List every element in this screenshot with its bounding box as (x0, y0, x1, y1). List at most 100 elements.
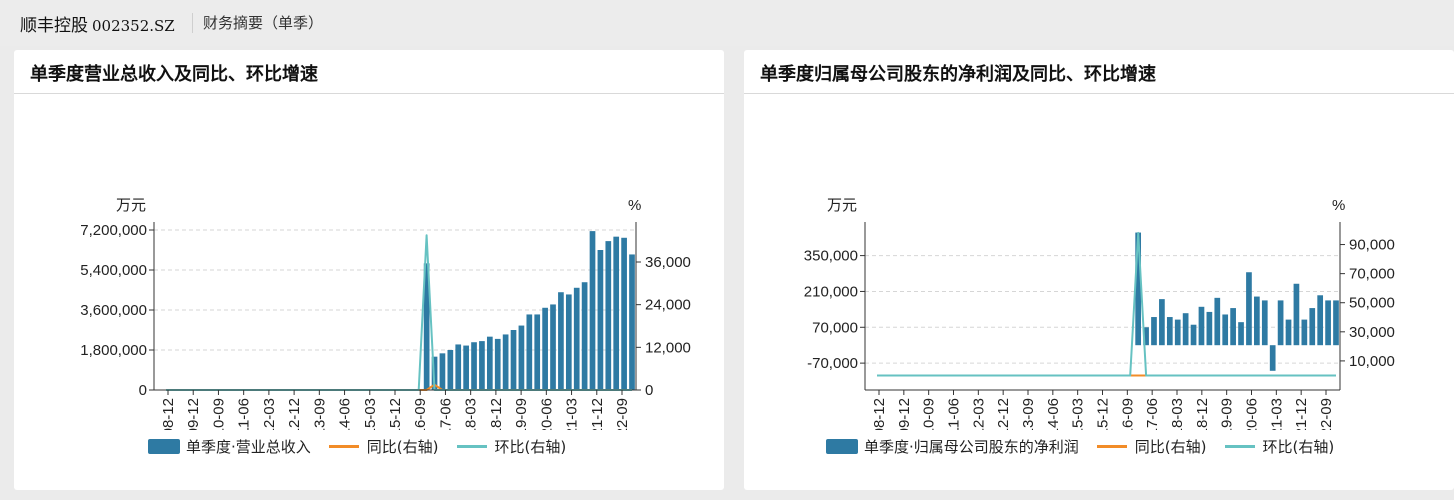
bar (1317, 295, 1324, 346)
x-tick-label: 2015-03 (362, 398, 379, 430)
x-tick-label: 2009-12 (185, 398, 202, 430)
x-tick-label: 2018-03 (1169, 398, 1186, 430)
bar (613, 236, 620, 390)
bar (1198, 306, 1205, 346)
qoq-line (877, 231, 1336, 377)
x-tick-label: 2017-06 (437, 398, 454, 430)
x-tick-label: 2013-09 (1020, 398, 1037, 430)
y-left-tick-label: 350,000 (804, 248, 858, 265)
bar (494, 338, 501, 390)
y-left-tick-label: -70,000 (807, 355, 858, 372)
bar (565, 294, 572, 390)
y-left-tick-label: 5,400,000 (80, 262, 147, 279)
bar (550, 304, 556, 390)
x-tick-label: 2020-06 (1244, 398, 1261, 430)
x-tick-label: 2011-06 (946, 398, 963, 430)
legend-swatch-bar (826, 438, 858, 454)
profit-chart: -70,000 70,000 210,000 350,000 10,000 30,000 5… (804, 197, 1395, 430)
y-right-tick-label: 24,000 (645, 297, 691, 314)
profit-legend: 单季度·归属母公司股东的净利润 同比(右轴) 环比(右轴) (826, 434, 1352, 458)
y-right-tick-label: 10,000 (1349, 353, 1395, 370)
bar (1285, 319, 1292, 346)
legend-item-yoy[interactable]: 同比(右轴) (328, 436, 439, 457)
y-left-tick-label: 7,200,000 (80, 222, 147, 239)
bar (589, 231, 596, 390)
bar (1254, 296, 1260, 346)
bar (1190, 324, 1197, 346)
bar (510, 330, 517, 390)
x-tick-label: 2010-09 (210, 398, 227, 430)
legend-item-yoy[interactable]: 同比(右轴) (1096, 436, 1207, 457)
x-tick-label: 2022-09 (1318, 398, 1335, 430)
bar (526, 314, 533, 390)
x-tick-label: 2012-12 (286, 398, 303, 430)
bar (1159, 299, 1165, 346)
legend-item-qoq[interactable]: 环比(右轴) (1224, 436, 1335, 457)
bar (1182, 313, 1189, 346)
legend-swatch-qoq (1224, 444, 1255, 448)
bar (1277, 300, 1284, 346)
x-tick-label: 2018-12 (1194, 398, 1211, 430)
x-tick-label: 2013-09 (311, 398, 328, 430)
bar (447, 350, 454, 390)
x-tick-label: 2015-12 (1095, 398, 1112, 430)
y-right-tick-label: 30,000 (1349, 324, 1395, 341)
x-tick-label: 2009-12 (896, 398, 913, 430)
x-tick-label: 2019-09 (1219, 398, 1236, 430)
panel-divider (744, 93, 1454, 94)
legend-item-qoq[interactable]: 环比(右轴) (456, 436, 567, 457)
x-tick-label: 2011-06 (236, 398, 253, 430)
bar (1206, 311, 1213, 346)
bar (542, 307, 548, 390)
x-tick-label: 2018-12 (488, 398, 505, 430)
y-right-tick-label: 0 (645, 382, 653, 399)
bar (463, 345, 469, 390)
legend-swatch-qoq (456, 444, 487, 448)
bar (486, 336, 493, 390)
legend-label: 单季度·归属母公司股东的净利润 (864, 437, 1079, 456)
revenue-chart: 0 1,800,000 3,600,000 5,400,000 7,200,000 0 12… (80, 197, 691, 430)
y-right-tick-label: 36,000 (645, 254, 691, 271)
x-tick-label: 2021-03 (1268, 398, 1285, 430)
legend-label: 环比(右轴) (494, 437, 567, 456)
bar (605, 241, 612, 390)
x-tick-label: 2008-12 (871, 398, 888, 430)
x-tick-label: 2020-06 (538, 398, 555, 430)
x-tick-label: 2015-12 (387, 398, 404, 430)
x-tick-label: 2012-12 (995, 398, 1012, 430)
bar (1269, 345, 1276, 371)
y-left-tick-label: 70,000 (812, 319, 858, 336)
bar (1301, 319, 1308, 346)
panel-divider (14, 93, 724, 94)
bar (1222, 314, 1229, 346)
y-right-tick-label: 70,000 (1349, 266, 1395, 283)
bar (423, 263, 430, 390)
x-tick-label: 2021-12 (1293, 398, 1310, 430)
legend-item-net-profit[interactable]: 单季度·归属母公司股东的净利润 (826, 436, 1079, 457)
bar (439, 353, 446, 390)
bar (1151, 317, 1157, 346)
x-tick-label: 2022-09 (614, 398, 631, 430)
x-tick-label: 2018-03 (463, 398, 480, 430)
y-right-tick-label: 90,000 (1349, 237, 1395, 254)
x-tick-label: 2014-06 (337, 398, 354, 430)
bar (1261, 300, 1268, 346)
bar (1166, 317, 1173, 346)
bar (573, 287, 580, 390)
bar (597, 250, 604, 390)
y-left-tick-label: 0 (139, 382, 147, 399)
profit-panel: 单季度归属母公司股东的净利润及同比、环比增速 -70,000 70,000 210,… (744, 50, 1454, 490)
legend-label: 环比(右轴) (1262, 437, 1335, 456)
bar (1238, 322, 1244, 346)
bar (1333, 300, 1339, 346)
legend-item-revenue[interactable]: 单季度·营业总收入 (148, 436, 311, 457)
bar (455, 344, 462, 390)
x-tick-label: 2008-12 (160, 398, 177, 430)
bar (581, 282, 588, 390)
bar (558, 292, 564, 390)
bar (629, 254, 635, 390)
y-left-unit: 万元 (116, 197, 146, 214)
bar (1174, 319, 1181, 346)
bar (518, 325, 525, 390)
top-bar: 顺丰控股 002352.SZ 财务摘要（单季） (0, 0, 1454, 46)
